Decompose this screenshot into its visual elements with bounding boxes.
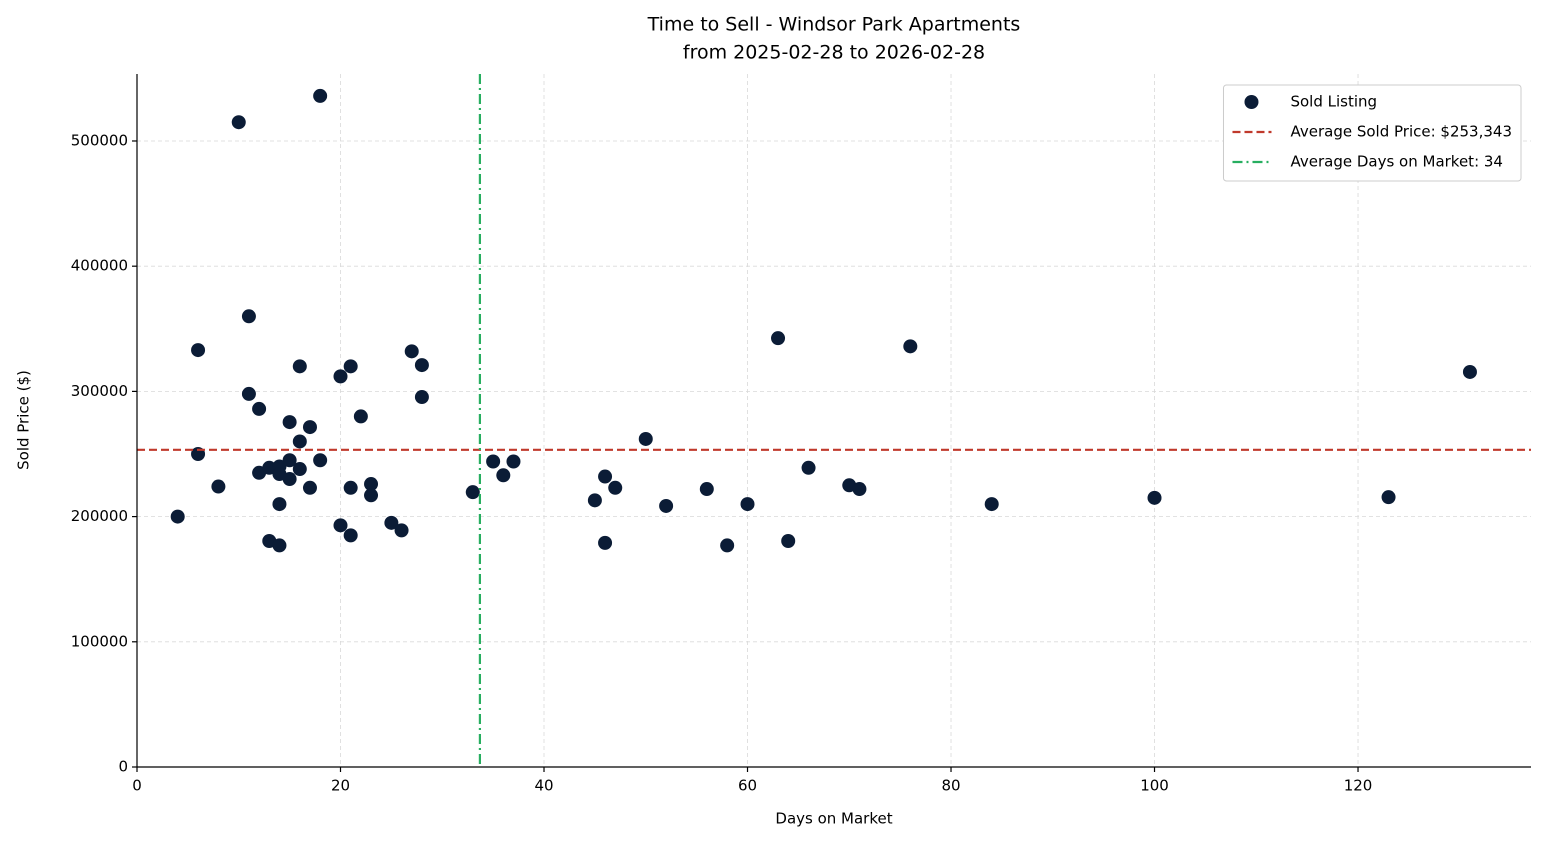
data-point: [801, 460, 816, 475]
y-tick-label: 400000: [71, 257, 128, 275]
data-point: [1381, 490, 1396, 505]
x-tick-label: 100: [1140, 777, 1169, 795]
legend-label: Sold Listing: [1290, 93, 1377, 111]
data-point: [343, 480, 358, 495]
data-point: [241, 309, 256, 324]
data-point: [598, 469, 613, 484]
legend-marker: [1244, 95, 1259, 109]
data-point: [486, 454, 501, 469]
data-point: [506, 454, 521, 469]
y-tick-label: 200000: [71, 507, 128, 525]
y-tick-label: 300000: [71, 382, 128, 400]
data-point: [231, 115, 246, 130]
chart-subtitle: from 2025-02-28 to 2026-02-28: [683, 42, 985, 64]
legend-box: [1222, 84, 1522, 182]
data-point: [364, 477, 379, 492]
data-point: [414, 390, 429, 405]
data-point: [414, 358, 429, 373]
x-tick-label: 80: [941, 777, 960, 795]
legend-label: Average Sold Price: $253,343: [1290, 123, 1512, 141]
data-point: [496, 468, 511, 483]
x-tick-label: 20: [331, 777, 350, 795]
x-tick-label: 40: [534, 777, 553, 795]
data-point: [292, 462, 307, 477]
data-point: [364, 488, 379, 503]
x-tick-label: 120: [1344, 777, 1373, 795]
legend-label: Average Days on Market: 34: [1290, 153, 1503, 171]
data-point: [170, 509, 185, 524]
data-point: [608, 480, 623, 495]
y-tick-label: 0: [118, 758, 128, 776]
data-point: [211, 479, 226, 494]
data-point: [282, 472, 297, 487]
data-point: [720, 538, 735, 553]
data-point: [659, 498, 674, 513]
chart-title: Time to Sell - Windsor Park Apartments: [647, 14, 1021, 36]
x-tick-label: 60: [738, 777, 757, 795]
data-point: [771, 331, 786, 346]
data-point: [292, 434, 307, 449]
data-point: [465, 485, 480, 500]
data-point: [252, 401, 267, 416]
legend: Sold Listing Average Sold Price: $253,343…: [1222, 84, 1522, 182]
y-tick-label: 100000: [71, 632, 128, 650]
data-point: [404, 344, 419, 359]
data-point: [241, 386, 256, 401]
data-point: [313, 88, 328, 103]
data-point: [262, 460, 277, 475]
data-point: [740, 497, 755, 512]
data-point: [587, 493, 602, 508]
data-point: [272, 538, 287, 553]
y-tick-label: 500000: [71, 131, 128, 149]
x-axis-label: Days on Market: [775, 810, 892, 828]
data-point: [272, 497, 287, 512]
data-point: [343, 359, 358, 374]
data-point: [333, 518, 348, 533]
data-point: [781, 534, 796, 549]
data-point: [302, 480, 317, 495]
data-point: [282, 415, 297, 430]
data-point: [313, 453, 328, 468]
data-point: [1147, 490, 1162, 505]
data-point: [852, 482, 867, 497]
data-point: [302, 420, 317, 435]
data-point: [191, 343, 206, 358]
data-point: [638, 431, 653, 446]
data-point: [598, 535, 613, 550]
x-tick-label: 0: [132, 777, 142, 795]
data-point: [699, 482, 714, 497]
data-point: [343, 528, 358, 543]
data-point: [282, 453, 297, 468]
data-point: [1462, 364, 1477, 379]
data-point: [394, 523, 409, 538]
data-point: [333, 369, 348, 384]
data-point: [903, 339, 918, 354]
data-point: [984, 497, 999, 512]
data-point: [292, 359, 307, 374]
data-point: [384, 515, 399, 530]
y-axis-label: Sold Price ($): [15, 370, 33, 470]
data-point: [353, 409, 368, 424]
